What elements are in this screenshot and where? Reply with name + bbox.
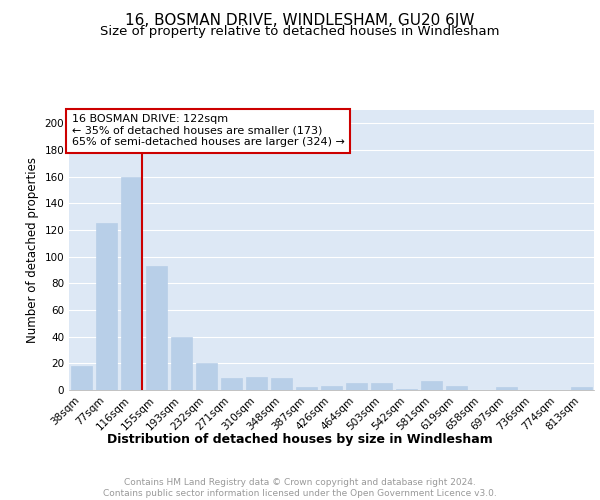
Bar xyxy=(571,388,592,390)
Text: Size of property relative to detached houses in Windlesham: Size of property relative to detached ho… xyxy=(100,25,500,38)
Bar xyxy=(446,386,467,390)
Bar xyxy=(396,388,417,390)
Bar xyxy=(71,366,92,390)
Bar xyxy=(171,336,192,390)
Bar xyxy=(221,378,242,390)
Bar xyxy=(121,176,142,390)
Bar xyxy=(146,266,167,390)
Bar xyxy=(196,364,217,390)
Bar xyxy=(496,388,517,390)
Bar xyxy=(321,386,342,390)
Text: Distribution of detached houses by size in Windlesham: Distribution of detached houses by size … xyxy=(107,432,493,446)
Y-axis label: Number of detached properties: Number of detached properties xyxy=(26,157,39,343)
Bar xyxy=(271,378,292,390)
Bar xyxy=(371,384,392,390)
Text: Contains HM Land Registry data © Crown copyright and database right 2024.
Contai: Contains HM Land Registry data © Crown c… xyxy=(103,478,497,498)
Bar xyxy=(421,380,442,390)
Bar xyxy=(296,388,317,390)
Bar xyxy=(246,376,267,390)
Text: 16 BOSMAN DRIVE: 122sqm
← 35% of detached houses are smaller (173)
65% of semi-d: 16 BOSMAN DRIVE: 122sqm ← 35% of detache… xyxy=(71,114,344,148)
Bar xyxy=(346,384,367,390)
Bar xyxy=(96,224,117,390)
Text: 16, BOSMAN DRIVE, WINDLESHAM, GU20 6JW: 16, BOSMAN DRIVE, WINDLESHAM, GU20 6JW xyxy=(125,12,475,28)
